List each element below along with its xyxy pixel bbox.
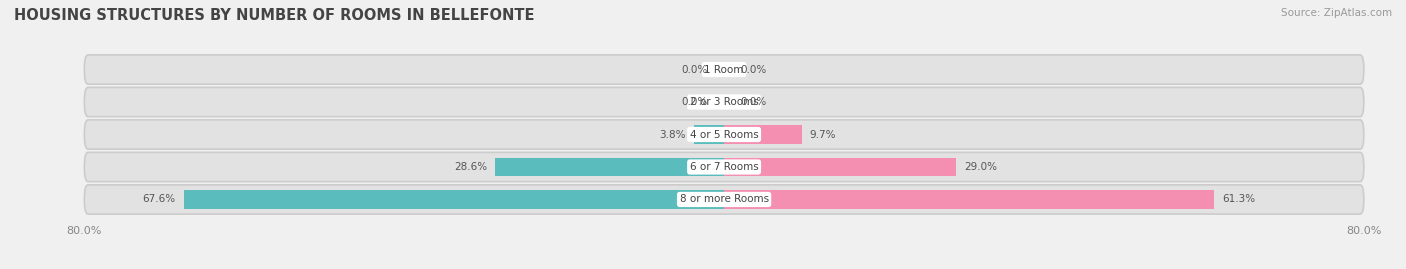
Bar (184, 190, 724, 209)
Text: 29.0%: 29.0% (965, 162, 997, 172)
FancyBboxPatch shape (84, 152, 1364, 182)
Text: HOUSING STRUCTURES BY NUMBER OF ROOMS IN BELLEFONTE: HOUSING STRUCTURES BY NUMBER OF ROOMS IN… (14, 8, 534, 23)
Text: 2 or 3 Rooms: 2 or 3 Rooms (690, 97, 758, 107)
FancyBboxPatch shape (84, 55, 1364, 84)
Text: 0.0%: 0.0% (740, 65, 766, 75)
FancyBboxPatch shape (84, 185, 1364, 214)
FancyBboxPatch shape (84, 87, 1364, 117)
Text: 9.7%: 9.7% (810, 129, 837, 140)
FancyBboxPatch shape (84, 120, 1364, 149)
Bar (724, 190, 1215, 209)
Text: 1 Room: 1 Room (704, 65, 744, 75)
Text: 4 or 5 Rooms: 4 or 5 Rooms (690, 129, 758, 140)
Bar (495, 158, 724, 176)
Text: 0.0%: 0.0% (682, 97, 709, 107)
Text: 8 or more Rooms: 8 or more Rooms (679, 194, 769, 204)
Text: 28.6%: 28.6% (454, 162, 488, 172)
Text: 6 or 7 Rooms: 6 or 7 Rooms (690, 162, 758, 172)
Text: Source: ZipAtlas.com: Source: ZipAtlas.com (1281, 8, 1392, 18)
Text: 0.0%: 0.0% (740, 97, 766, 107)
Bar (724, 158, 956, 176)
Text: 67.6%: 67.6% (142, 194, 176, 204)
Text: 3.8%: 3.8% (659, 129, 686, 140)
Text: 61.3%: 61.3% (1222, 194, 1256, 204)
Bar (724, 125, 801, 144)
Text: 0.0%: 0.0% (682, 65, 709, 75)
Bar (693, 125, 724, 144)
